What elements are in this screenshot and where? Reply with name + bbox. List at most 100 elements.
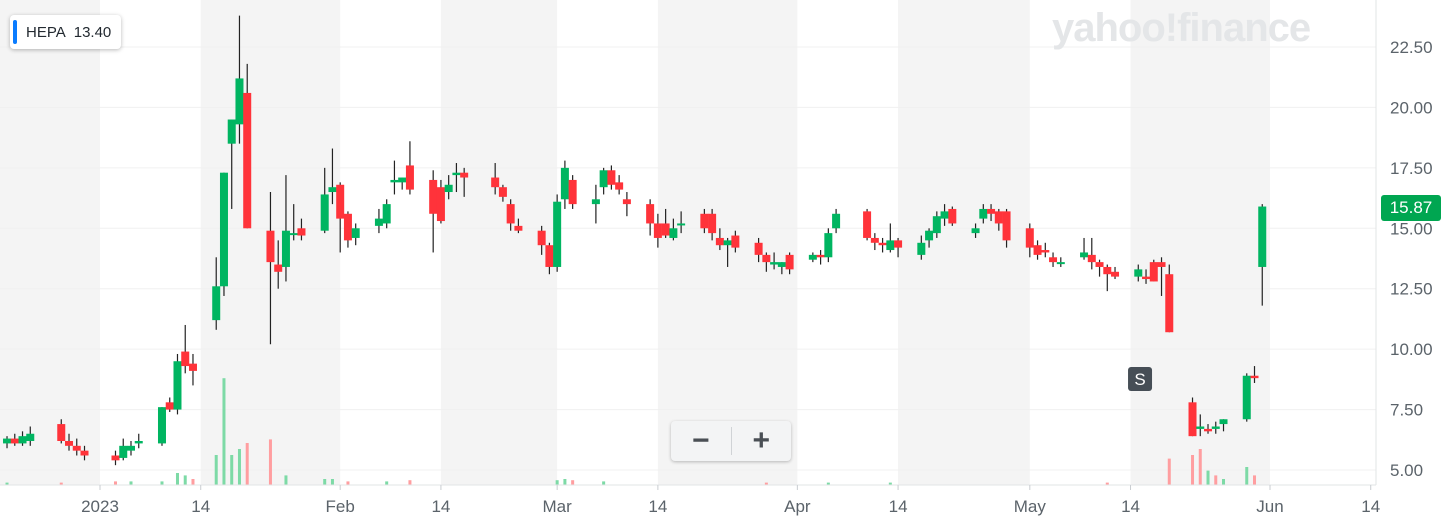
- volume-bar: [214, 455, 218, 485]
- current-price-label: 15.87: [1381, 195, 1441, 221]
- candlesticks: [3, 15, 1267, 466]
- volume-bar: [1253, 475, 1257, 485]
- candle-body: [1219, 419, 1228, 425]
- candle-body: [863, 211, 872, 238]
- weekend-bands: [0, 0, 1270, 485]
- candle-body: [506, 204, 515, 224]
- candle-body: [157, 407, 166, 444]
- candle-body: [925, 230, 934, 241]
- candle-body: [940, 211, 949, 219]
- candle-body: [57, 424, 66, 441]
- candle-body: [677, 223, 686, 226]
- candle-body: [398, 177, 407, 183]
- candle-body: [731, 235, 740, 248]
- candle-body: [444, 184, 453, 193]
- signal-marker-label: S: [1134, 370, 1145, 389]
- y-tick-label: 10.00: [1390, 340, 1433, 359]
- background-band: [898, 0, 1030, 485]
- candle-body: [607, 170, 616, 185]
- candle-body: [1204, 428, 1213, 432]
- candle-body: [374, 218, 383, 226]
- candle-body: [134, 440, 143, 444]
- candle-body: [1033, 245, 1042, 255]
- candle-body: [126, 445, 135, 451]
- candle-body: [297, 228, 306, 236]
- signal-marker[interactable]: S: [1128, 367, 1153, 391]
- candle-body: [1196, 426, 1205, 429]
- candle-body: [80, 450, 89, 456]
- candle-body: [1103, 266, 1112, 275]
- y-tick-label: 20.00: [1390, 98, 1433, 117]
- candle-body: [26, 433, 35, 441]
- candle-body: [1025, 228, 1034, 248]
- candle-body: [948, 208, 957, 224]
- candle-body: [336, 184, 345, 219]
- x-tick-label: 14: [1361, 497, 1380, 516]
- volume-bars: [5, 378, 1257, 485]
- candle-body: [219, 172, 228, 287]
- candle-body: [165, 402, 174, 410]
- volume-bar: [191, 479, 195, 485]
- volume-bar: [175, 473, 179, 485]
- candle-body: [429, 179, 438, 214]
- candle-body: [777, 262, 786, 267]
- volume-bar: [222, 378, 226, 485]
- candle-body: [436, 187, 445, 222]
- candle-body: [405, 165, 414, 190]
- candle-body: [173, 361, 182, 410]
- zoom-out-button[interactable]: −: [691, 424, 710, 457]
- candle-body: [1049, 257, 1058, 263]
- y-tick-label: 12.50: [1390, 280, 1433, 299]
- candle-body: [894, 240, 903, 248]
- candle-body: [1188, 402, 1197, 437]
- candle-body: [281, 230, 290, 267]
- candle-body: [994, 211, 1003, 224]
- volume-bar: [183, 475, 187, 485]
- candle-body: [227, 119, 236, 144]
- candle-body: [723, 240, 732, 246]
- candle-body: [1258, 206, 1267, 267]
- candle-body: [754, 242, 763, 255]
- zoom-in-button[interactable]: +: [752, 424, 771, 457]
- candle-body: [351, 228, 360, 238]
- candle-body: [700, 213, 709, 229]
- zoom-divider: [730, 427, 732, 455]
- ticker-legend[interactable]: HEPA 13.40: [10, 15, 122, 49]
- candle-body: [770, 262, 779, 265]
- volume-bar: [385, 481, 389, 485]
- x-tick-label: Feb: [326, 497, 355, 516]
- x-tick-label: Mar: [543, 497, 573, 516]
- volume-bar: [245, 443, 249, 485]
- volume-bar: [1105, 482, 1109, 485]
- candle-body: [390, 179, 399, 183]
- volume-bar: [1167, 458, 1171, 485]
- candle-body: [1134, 269, 1143, 277]
- candle-body: [10, 438, 19, 444]
- candle-body: [460, 172, 469, 178]
- y-axis: 5.00 7.50 10.00 12.50 15.00 17.50 20.00 22.50: [0, 0, 1433, 486]
- candle-body: [762, 254, 771, 263]
- volume-bar: [268, 439, 272, 485]
- candle-body: [18, 436, 27, 444]
- candle-body: [1242, 375, 1251, 420]
- candle-body: [816, 254, 825, 258]
- candle-body: [568, 179, 577, 205]
- candle-body: [1087, 254, 1096, 263]
- candle-body: [870, 237, 879, 243]
- candle-body: [715, 237, 724, 246]
- volume-bar: [826, 482, 830, 485]
- candle-body: [1211, 426, 1220, 429]
- volume-bar: [1222, 479, 1226, 485]
- candle-body: [808, 254, 817, 260]
- y-tick-label: 15.00: [1390, 219, 1433, 238]
- ticker-price: 13.40: [73, 23, 112, 41]
- volume-bar: [1214, 475, 1218, 485]
- y-tick-label: 7.50: [1390, 401, 1423, 420]
- volume-bar: [230, 455, 234, 485]
- candle-body: [1142, 276, 1151, 280]
- x-tick-label: 2023: [81, 497, 119, 516]
- candle-body: [452, 172, 461, 176]
- candle-body: [824, 233, 833, 258]
- x-tick-label: May: [1014, 497, 1047, 516]
